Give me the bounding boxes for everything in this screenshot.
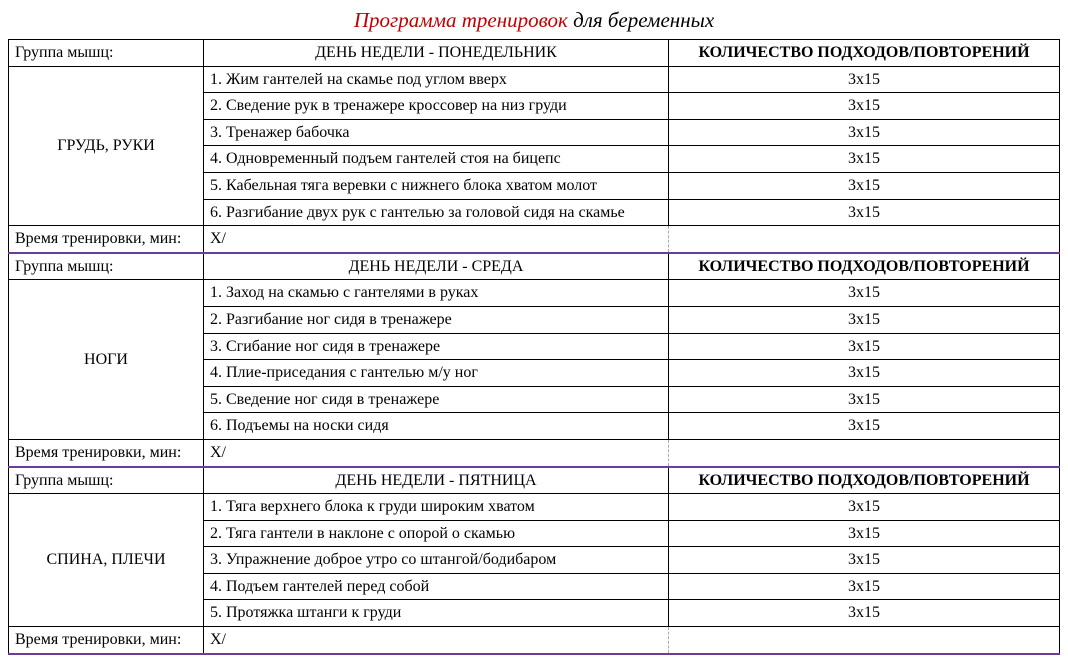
time-value: X/ (204, 627, 669, 654)
exercise-name: 5. Протяжка штанги к груди (204, 600, 669, 627)
exercise-reps: 3х15 (669, 360, 1060, 387)
exercise-reps: 3х15 (669, 146, 1060, 173)
exercise-reps: 3х15 (669, 199, 1060, 226)
group-label: Группа мышц: (9, 40, 204, 67)
reps-header: КОЛИЧЕСТВО ПОДХОДОВ/ПОВТОРЕНИЙ (669, 40, 1060, 67)
exercise-name: 1. Тяга верхнего блока к груди широким х… (204, 494, 669, 521)
exercise-name: 5. Кабельная тяга веревки с нижнего блок… (204, 172, 669, 199)
day-header: ДЕНЬ НЕДЕЛИ - ПОНЕДЕЛЬНИК (204, 40, 669, 67)
reps-header: КОЛИЧЕСТВО ПОДХОДОВ/ПОВТОРЕНИЙ (669, 253, 1060, 280)
workout-table: Группа мышц:ДЕНЬ НЕДЕЛИ - ПОНЕДЕЛЬНИККОЛ… (8, 39, 1060, 655)
exercise-reps: 3х15 (669, 547, 1060, 574)
exercise-name: 5. Сведение ног сидя в тренажере (204, 386, 669, 413)
group-label: Группа мышц: (9, 253, 204, 280)
title-accent: Программа тренировок (354, 8, 568, 32)
time-label: Время тренировки, мин: (9, 627, 204, 654)
exercise-reps: 3х15 (669, 520, 1060, 547)
exercise-reps: 3х15 (669, 172, 1060, 199)
time-value: X/ (204, 226, 669, 253)
exercise-name: 3. Сгибание ног сидя в тренажере (204, 333, 669, 360)
exercise-name: 4. Плие-приседания с гантелью м/у ног (204, 360, 669, 387)
exercise-reps: 3х15 (669, 119, 1060, 146)
time-label: Время тренировки, мин: (9, 439, 204, 466)
time-empty (669, 627, 1060, 654)
exercise-reps: 3х15 (669, 280, 1060, 307)
day-header: ДЕНЬ НЕДЕЛИ - СРЕДА (204, 253, 669, 280)
exercise-name: 4. Одновременный подъем гантелей стоя на… (204, 146, 669, 173)
title-rest: для беременных (568, 8, 714, 32)
exercise-name: 4. Подъем гантелей перед собой (204, 573, 669, 600)
time-value: X/ (204, 439, 669, 466)
time-empty (669, 226, 1060, 253)
exercise-reps: 3х15 (669, 66, 1060, 93)
time-empty (669, 439, 1060, 466)
time-label: Время тренировки, мин: (9, 226, 204, 253)
exercise-name: 1. Заход на скамью с гантелями в руках (204, 280, 669, 307)
exercise-reps: 3х15 (669, 600, 1060, 627)
group-label: Группа мышц: (9, 467, 204, 494)
exercise-reps: 3х15 (669, 573, 1060, 600)
exercise-name: 3. Упражнение доброе утро со штангой/бод… (204, 547, 669, 574)
muscle-group: СПИНА, ПЛЕЧИ (9, 494, 204, 627)
exercise-name: 2. Тяга гантели в наклоне с опорой о ска… (204, 520, 669, 547)
exercise-reps: 3х15 (669, 333, 1060, 360)
exercise-reps: 3х15 (669, 93, 1060, 120)
muscle-group: НОГИ (9, 280, 204, 440)
exercise-name: 3. Тренажер бабочка (204, 119, 669, 146)
page-title: Программа тренировок для беременных (8, 8, 1060, 33)
exercise-reps: 3х15 (669, 494, 1060, 521)
exercise-reps: 3х15 (669, 306, 1060, 333)
exercise-name: 2. Сведение рук в тренажере кроссовер на… (204, 93, 669, 120)
muscle-group: ГРУДЬ, РУКИ (9, 66, 204, 226)
reps-header: КОЛИЧЕСТВО ПОДХОДОВ/ПОВТОРЕНИЙ (669, 467, 1060, 494)
exercise-reps: 3х15 (669, 413, 1060, 440)
exercise-name: 2. Разгибание ног сидя в тренажере (204, 306, 669, 333)
exercise-name: 6. Подъемы на носки сидя (204, 413, 669, 440)
day-header: ДЕНЬ НЕДЕЛИ - ПЯТНИЦА (204, 467, 669, 494)
exercise-reps: 3х15 (669, 386, 1060, 413)
exercise-name: 1. Жим гантелей на скамье под углом ввер… (204, 66, 669, 93)
exercise-name: 6. Разгибание двух рук с гантелью за гол… (204, 199, 669, 226)
